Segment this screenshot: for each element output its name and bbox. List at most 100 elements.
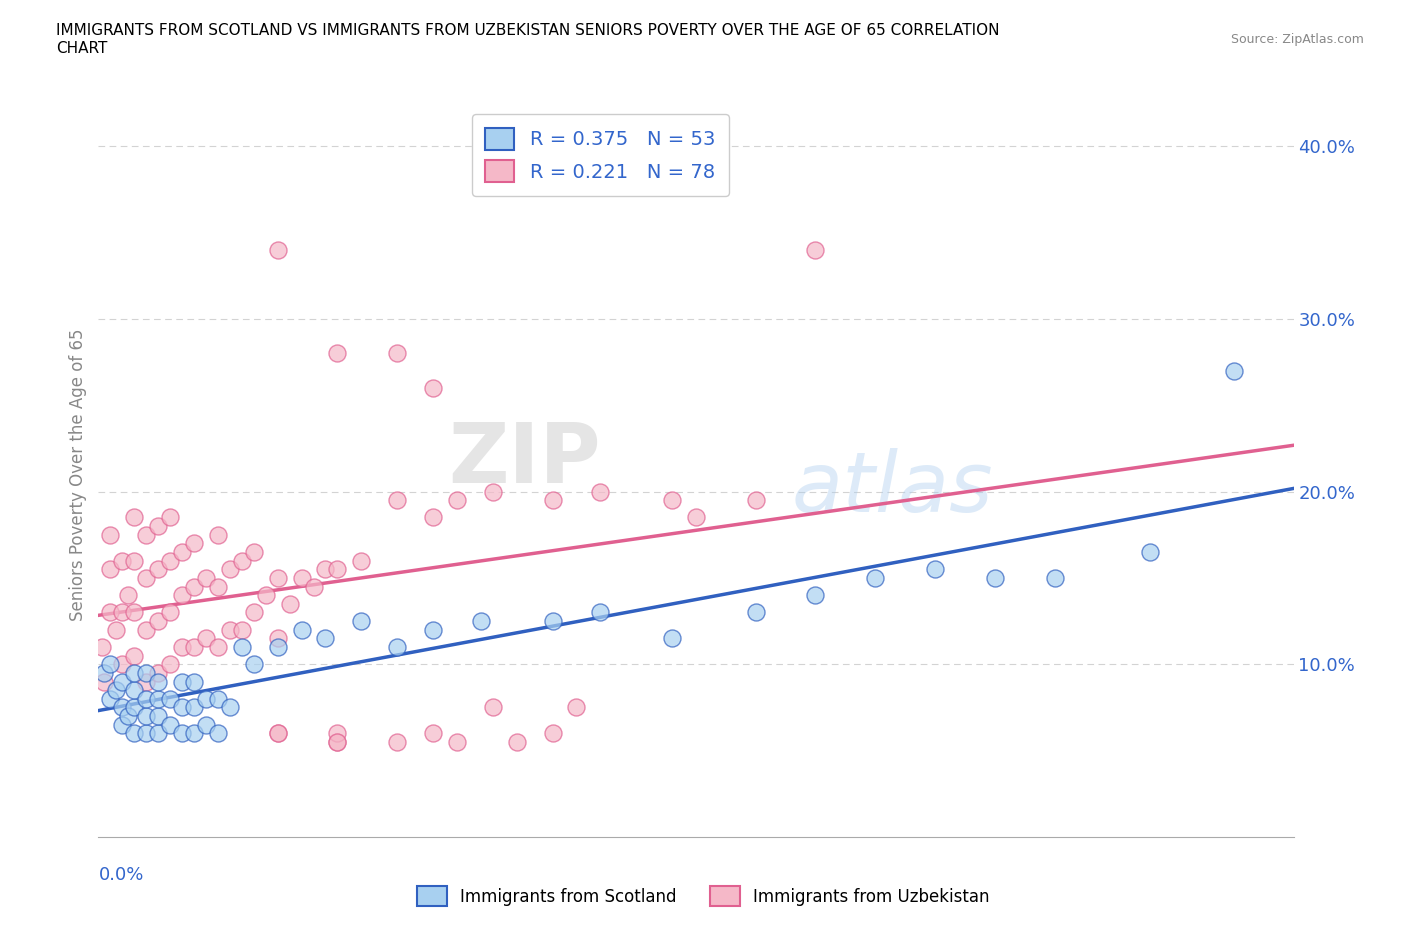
Point [565,700,588,715]
Point [117,709,139,724]
Point [183,700,205,715]
Point [231,640,253,655]
Point [661,631,683,645]
Point [315,631,337,645]
Point [135,527,157,542]
Point [231,622,253,637]
Point [422,726,444,741]
Point [267,243,290,258]
Point [124,605,146,620]
Point [111,605,134,620]
Point [195,631,218,645]
Point [207,579,229,594]
Point [183,536,205,551]
Text: ZIP: ZIP [449,419,600,500]
Point [98,527,122,542]
Point [207,726,229,741]
Point [117,588,139,603]
Point [148,691,170,706]
Point [183,674,205,689]
Point [1139,545,1161,560]
Point [422,622,444,637]
Point [148,709,170,724]
Point [148,666,170,681]
Point [541,614,564,629]
Point [159,717,181,732]
Point [159,657,181,671]
Point [326,562,349,577]
Point [148,726,170,741]
Point [482,700,505,715]
Point [984,570,1007,585]
Point [207,640,229,655]
Point [243,657,266,671]
Point [148,562,170,577]
Legend: R = 0.375   N = 53, R = 0.221   N = 78: R = 0.375 N = 53, R = 0.221 N = 78 [471,114,730,196]
Point [124,683,146,698]
Point [93,674,115,689]
Point [267,570,290,585]
Point [135,726,157,741]
Point [148,674,170,689]
Point [105,683,128,698]
Point [315,562,337,577]
Point [159,691,181,706]
Point [195,691,218,706]
Point [207,691,229,706]
Point [111,700,134,715]
Point [804,588,827,603]
Point [135,691,157,706]
Point [326,735,349,750]
Point [589,605,612,620]
Point [207,527,229,542]
Point [267,631,290,645]
Point [661,493,683,508]
Point [385,493,409,508]
Point [385,640,409,655]
Point [446,493,468,508]
Point [172,700,194,715]
Point [135,622,157,637]
Point [267,640,290,655]
Point [172,726,194,741]
Point [219,562,242,577]
Point [98,562,122,577]
Point [267,726,290,741]
Point [745,605,768,620]
Point [254,588,277,603]
Point [105,622,128,637]
Point [1223,364,1246,379]
Point [111,717,134,732]
Point [865,570,887,585]
Y-axis label: Seniors Poverty Over the Age of 65: Seniors Poverty Over the Age of 65 [69,328,87,620]
Point [124,726,146,741]
Point [470,614,492,629]
Point [135,674,157,689]
Point [98,657,122,671]
Point [350,614,373,629]
Point [148,614,170,629]
Point [195,570,218,585]
Point [124,666,146,681]
Point [111,553,134,568]
Point [326,735,349,750]
Point [183,640,205,655]
Point [124,510,146,525]
Point [924,562,946,577]
Point [291,622,314,637]
Point [219,700,242,715]
Point [172,640,194,655]
Point [385,346,409,361]
Point [219,622,242,637]
Point [135,666,157,681]
Point [267,726,290,741]
Text: 0.0%: 0.0% [98,866,143,884]
Point [231,553,253,568]
Point [111,674,134,689]
Point [159,510,181,525]
Point [302,579,325,594]
Point [111,657,134,671]
Point [291,570,314,585]
Point [745,493,768,508]
Point [195,717,218,732]
